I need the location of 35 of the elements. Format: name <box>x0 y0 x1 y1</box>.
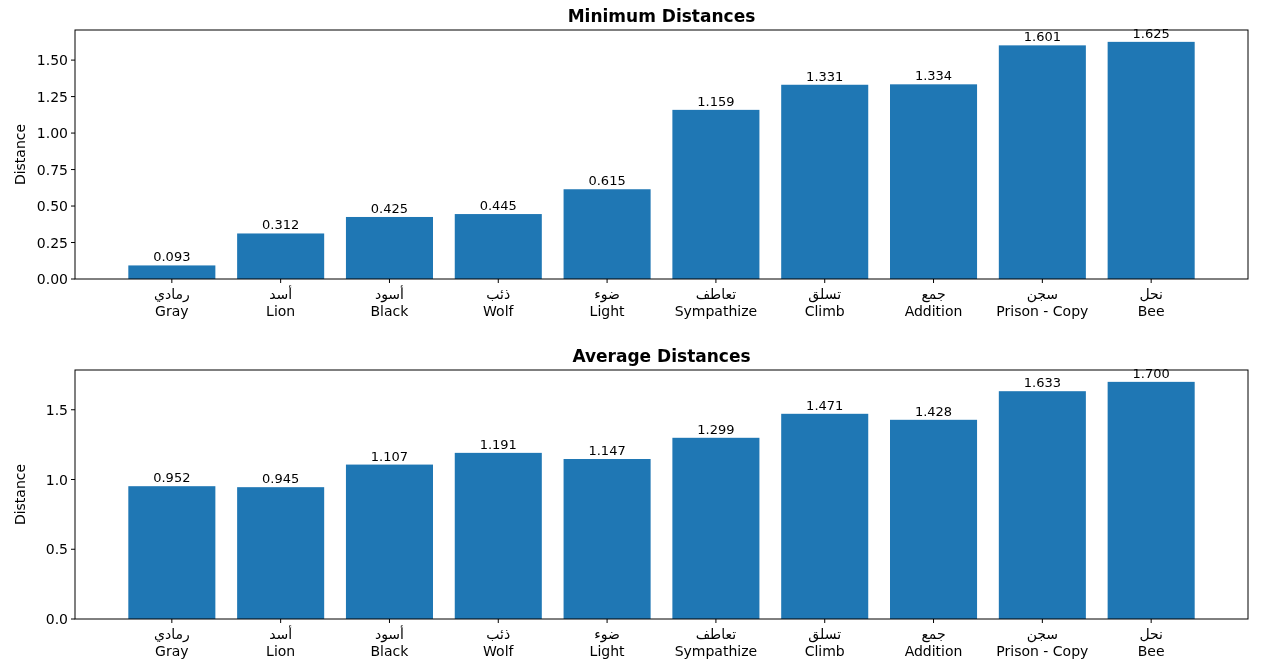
data-label: 1.428 <box>914 403 953 419</box>
data-label: 1.147 <box>588 443 626 458</box>
data-label: 1.334 <box>914 68 953 84</box>
data-label: 0.615 <box>588 173 626 189</box>
data-label: 1.633 <box>1023 375 1061 391</box>
data-label: 0.312 <box>262 217 300 233</box>
y-tick-label: 0.5 <box>45 541 68 558</box>
y-axis-title: Distance <box>12 463 28 526</box>
data-label: 1.625 <box>1132 25 1170 41</box>
y-tick-label: 0.00 <box>36 271 68 287</box>
y-axis-title: Distance <box>12 123 28 186</box>
y-tick-label: 1.50 <box>36 52 68 69</box>
data-label: 1.191 <box>479 436 517 452</box>
y-tick-label: 0.25 <box>36 234 68 251</box>
data-label: 0.093 <box>153 249 191 265</box>
data-label: 1.159 <box>697 93 735 109</box>
y-tick-label: 1.25 <box>36 88 68 105</box>
data-label: 1.331 <box>806 68 844 84</box>
y-tick-label: 0.50 <box>36 198 68 215</box>
y-tick-label: 1.00 <box>36 125 68 142</box>
data-label: 0.952 <box>153 470 191 486</box>
data-label: 1.299 <box>697 421 735 437</box>
y-tick-label: 0.0 <box>45 611 68 627</box>
y-tick-label: 1.5 <box>45 401 68 418</box>
data-label: 0.445 <box>479 198 517 214</box>
data-label: 0.945 <box>262 471 300 487</box>
chart-title: Average Distances <box>572 346 751 366</box>
y-tick-label: 1.0 <box>45 471 68 488</box>
data-label: 1.601 <box>1023 29 1061 45</box>
data-label: 1.700 <box>1132 365 1170 381</box>
data-label: 1.107 <box>370 448 409 464</box>
data-label: 1.471 <box>806 397 844 413</box>
chart-title: Minimum Distances <box>567 6 756 26</box>
data-label: 0.425 <box>370 200 409 216</box>
y-tick-label: 0.75 <box>36 161 68 178</box>
